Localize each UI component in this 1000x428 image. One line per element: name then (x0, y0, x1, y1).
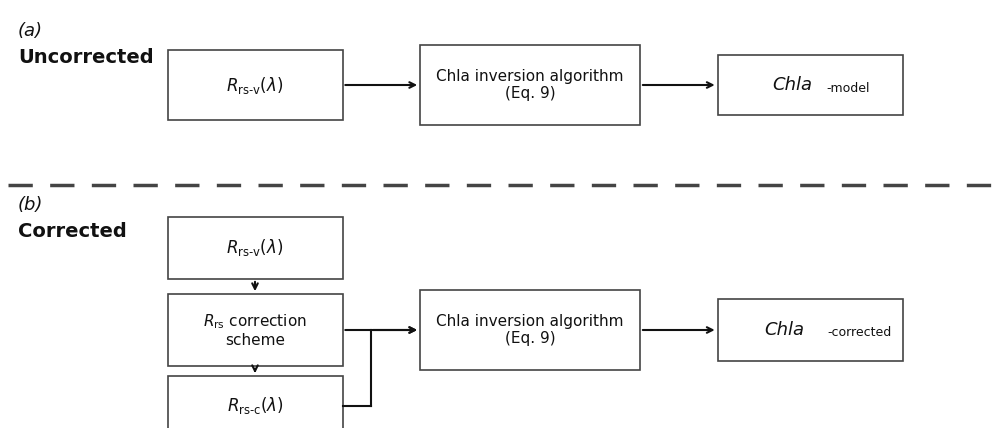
Text: (b): (b) (18, 196, 43, 214)
FancyBboxPatch shape (718, 299, 902, 361)
Text: $R_{\rm rs\text{-}c}(\lambda)$: $R_{\rm rs\text{-}c}(\lambda)$ (227, 395, 283, 416)
Text: $R_{\rm rs}$ correction
scheme: $R_{\rm rs}$ correction scheme (203, 312, 307, 348)
Text: Corrected: Corrected (18, 222, 127, 241)
Text: Chla: Chla (764, 321, 804, 339)
Text: $R_{\rm rs\text{-}v}(\lambda)$: $R_{\rm rs\text{-}v}(\lambda)$ (226, 238, 284, 259)
Text: -corrected: -corrected (828, 327, 892, 339)
FancyBboxPatch shape (420, 290, 640, 370)
Text: (a): (a) (18, 22, 43, 40)
Text: Chla inversion algorithm
(Eq. 9): Chla inversion algorithm (Eq. 9) (436, 69, 624, 101)
FancyBboxPatch shape (420, 45, 640, 125)
Text: Chla: Chla (772, 76, 812, 94)
FancyBboxPatch shape (168, 217, 342, 279)
Text: Chla inversion algorithm
(Eq. 9): Chla inversion algorithm (Eq. 9) (436, 314, 624, 346)
FancyBboxPatch shape (168, 50, 342, 120)
FancyBboxPatch shape (718, 55, 902, 115)
Text: Uncorrected: Uncorrected (18, 48, 154, 67)
FancyBboxPatch shape (168, 376, 342, 428)
Text: -model: -model (826, 81, 870, 95)
FancyBboxPatch shape (168, 294, 342, 366)
Text: $R_{\rm rs\text{-}v}(\lambda)$: $R_{\rm rs\text{-}v}(\lambda)$ (226, 74, 284, 95)
